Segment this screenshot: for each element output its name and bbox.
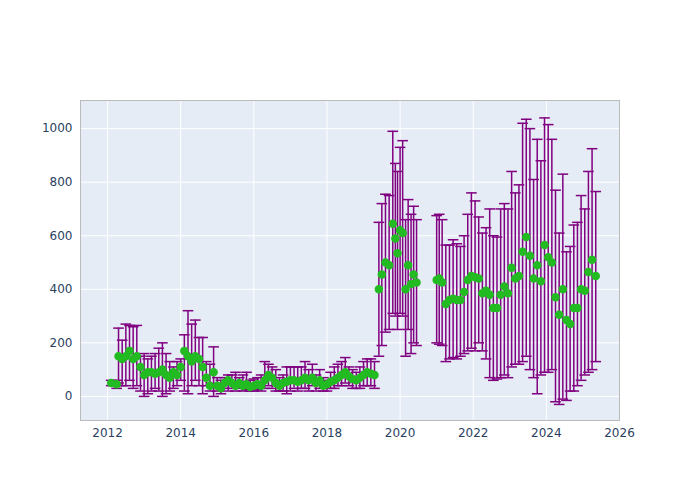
svg-text:2012: 2012 <box>92 426 123 440</box>
svg-text:2018: 2018 <box>312 426 343 440</box>
svg-text:800: 800 <box>50 175 73 189</box>
svg-text:2026: 2026 <box>604 426 635 440</box>
svg-text:2024: 2024 <box>531 426 562 440</box>
svg-text:400: 400 <box>50 282 73 296</box>
svg-text:2020: 2020 <box>385 426 416 440</box>
svg-text:200: 200 <box>50 336 73 350</box>
svg-text:600: 600 <box>50 229 73 243</box>
svg-text:2014: 2014 <box>165 426 196 440</box>
svg-text:2016: 2016 <box>239 426 270 440</box>
svg-text:0: 0 <box>65 389 73 403</box>
svg-text:2022: 2022 <box>458 426 489 440</box>
svg-text:1000: 1000 <box>42 121 73 135</box>
